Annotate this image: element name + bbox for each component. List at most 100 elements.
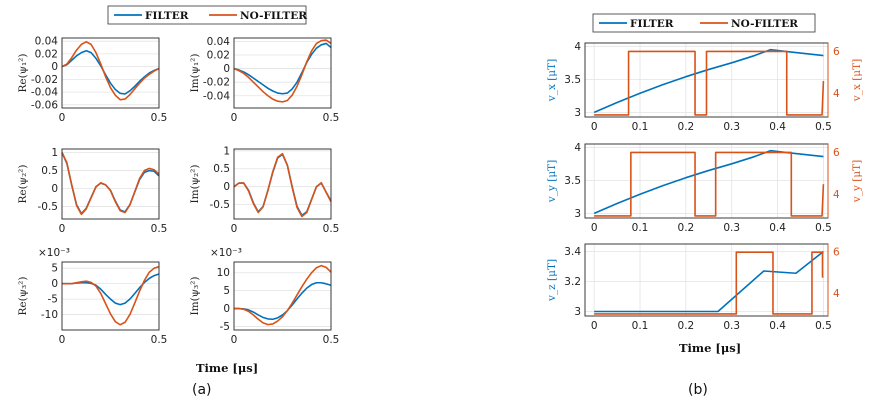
ytick-label: 3.2 <box>564 276 581 288</box>
ytick-label: 0 <box>51 278 58 290</box>
ytick-right-label: 4 <box>833 88 840 100</box>
axes-frame <box>61 148 160 220</box>
plot-a4: 0 0.510.50-0.5Im(ψ₂²) <box>189 145 339 235</box>
xtick-label: 0.3 <box>723 320 740 332</box>
series-line-nofilter <box>594 251 824 315</box>
legend-b-nofilter-label: NO-FILTER <box>731 18 798 30</box>
plot-a3: 0 0.510.50-0.5Re(ψ₂²) <box>17 147 167 235</box>
ytick-label: -0.06 <box>31 99 58 111</box>
ylabel-right: v_x [μT] <box>851 59 863 102</box>
axes-frame <box>233 148 332 220</box>
ylabel: Im(ψ₂²) <box>189 165 201 204</box>
axes-frame <box>61 261 160 331</box>
ytick-right-label: 6 <box>833 147 840 159</box>
legend-a-box <box>107 5 307 25</box>
ytick-label: 0.02 <box>35 48 58 60</box>
ytick-label: 0 <box>223 63 230 75</box>
legend-a-nofilter-label: NO-FILTER <box>240 10 307 22</box>
ytick-label: 0 <box>223 303 230 315</box>
xtick-label: 0.1 <box>632 222 649 234</box>
series-line-nofilter <box>62 265 160 326</box>
ytick-right-label: 4 <box>833 189 840 201</box>
series-line-filter <box>233 153 332 217</box>
ytick-label: 0 <box>51 61 58 73</box>
series-line-nofilter <box>233 152 332 218</box>
xtick-label: 0.4 <box>769 320 786 332</box>
ytick-label: 1 <box>51 147 58 159</box>
xtick-label: 0.5 <box>151 223 168 235</box>
ytick-right-label: 6 <box>833 247 840 259</box>
ylabel: Im(ψ₁²) <box>189 54 201 93</box>
ytick-label: 0.04 <box>207 36 231 48</box>
xtick-label: 0.5 <box>323 112 340 124</box>
series-line-filter <box>234 281 332 321</box>
ytick-label: 4 <box>574 41 581 53</box>
series-line-nofilter <box>61 41 160 101</box>
ylabel-right: v_y [μT] <box>851 160 863 203</box>
ytick-right-label: 6 <box>833 46 840 58</box>
caption-b: (b) <box>688 382 708 398</box>
ylabel: v_z [μT] <box>546 259 558 302</box>
ytick-label: 0.5 <box>213 163 230 175</box>
axes-frame <box>584 243 829 317</box>
plot-b1: 0 0.1 0.2 0.3 0.4 0.5 4 3.5 3 6 4 v_x [μT] v_x [μT] <box>546 41 863 133</box>
xtick-label: 0.1 <box>632 320 649 332</box>
ytick-label: 0 <box>51 183 58 195</box>
series-line-filter <box>61 49 160 95</box>
plot-b2: 0 0.1 0.2 0.3 0.4 0.5 4 3.5 3 6 4 v_y [μT] v_y [μT] <box>546 142 863 234</box>
xtick-label: 0.4 <box>769 222 786 234</box>
series-line-filter <box>233 42 332 95</box>
ytick-label: -5 <box>48 294 58 306</box>
xtick-label: 0.2 <box>678 320 695 332</box>
ytick-label: -0.02 <box>203 77 230 89</box>
xtick-label: 0 <box>59 112 66 124</box>
legend-b: FILTER NO-FILTER <box>592 13 816 33</box>
ytick-label: 5 <box>51 263 58 275</box>
xlabel-a: Time [μs] <box>196 361 258 375</box>
ytick-label: 5 <box>223 285 230 297</box>
ylabel: Re(ψ₂²) <box>17 165 29 204</box>
ytick-label: 1 <box>223 145 230 157</box>
xtick-label: 0 <box>591 121 598 133</box>
ytick-right-label: 4 <box>833 288 840 300</box>
ytick-label: 3 <box>574 306 581 318</box>
ytick-label: 0.5 <box>41 165 58 177</box>
series-line-nofilter <box>594 151 825 217</box>
caption-a: (a) <box>192 382 212 398</box>
ytick-label: 3 <box>574 107 581 119</box>
ytick-label: 0.02 <box>207 49 230 61</box>
xtick-label: 0 <box>59 334 66 346</box>
ytick-label: 3.5 <box>564 74 581 86</box>
axes-frame <box>233 261 332 331</box>
ylabel: Re(ψ₁²) <box>17 54 29 93</box>
ytick-label: 4 <box>574 142 581 154</box>
ytick-label: -0.5 <box>38 201 59 213</box>
series-line-nofilter <box>233 39 332 103</box>
xtick-label: 0 <box>231 334 238 346</box>
xtick-label: 0.3 <box>723 121 740 133</box>
xtick-label: 0.4 <box>769 121 786 133</box>
xtick-label: 0 <box>591 320 598 332</box>
xtick-label: 0.1 <box>632 121 649 133</box>
ytick-label: -0.04 <box>31 87 58 99</box>
legend-b-filter-label: FILTER <box>630 18 674 30</box>
ytick-label: 3 <box>574 208 581 220</box>
ylabel: Im(ψ₃²) <box>189 277 201 316</box>
xtick-label: 0.5 <box>323 223 340 235</box>
ytick-label: 0.04 <box>35 36 59 48</box>
ylabel: v_x [μT] <box>546 59 558 102</box>
ylabel: v_y [μT] <box>546 160 558 203</box>
axes-frame <box>61 37 160 109</box>
xtick-label: 0.5 <box>815 320 832 332</box>
ytick-label: -0.5 <box>210 199 231 211</box>
ytick-label: 3.4 <box>564 246 581 258</box>
axes-frame <box>233 37 332 109</box>
series-line-filter <box>593 48 824 114</box>
legend-a: FILTER NO-FILTER <box>107 5 307 25</box>
plot-b3: 0 0.1 0.2 0.3 0.4 0.5 3.4 3.2 3 6 4 v_z [μT] <box>546 243 840 332</box>
exponent-label: ×10⁻³ <box>38 247 70 259</box>
ylabel: Re(ψ₃²) <box>17 277 29 316</box>
